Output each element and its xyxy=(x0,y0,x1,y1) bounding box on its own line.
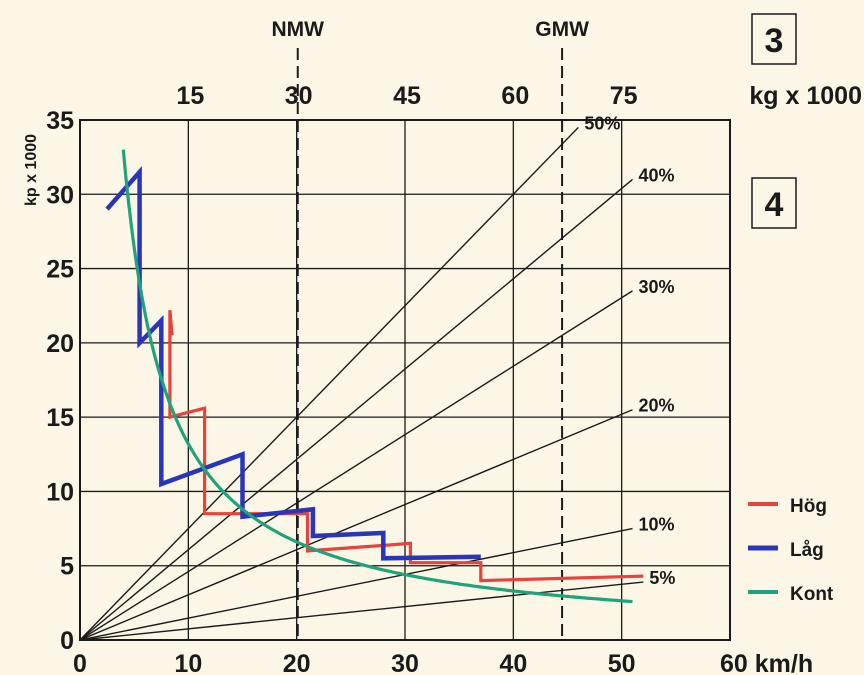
badge-4-label: 4 xyxy=(765,186,784,224)
legend-label-lag: Låg xyxy=(790,540,824,561)
y-axis-title: kp x 1000 xyxy=(23,134,40,206)
grade-line-label: 10% xyxy=(639,515,675,535)
y-tick-label: 20 xyxy=(46,330,74,358)
top-axis-tick-label: 75 xyxy=(610,82,638,110)
grade-line xyxy=(79,178,633,641)
series-line-kont xyxy=(121,149,633,604)
badge-4: 4 xyxy=(751,177,797,229)
grade-line-label: 20% xyxy=(639,396,675,416)
x-tick-label: 30 xyxy=(391,650,419,675)
y-tick-label: 0 xyxy=(60,627,74,655)
top-axis-tick-label: 60 xyxy=(501,82,529,110)
legend: Hög Låg Kont xyxy=(748,496,834,605)
grade-line xyxy=(79,290,633,641)
grade-line xyxy=(79,527,633,641)
x-tick-label: 50 xyxy=(608,650,636,675)
tick-labels: 0 10 20 30 40 50 60 km/h 0 5 10 15 20 25 30 35 15 30 45 60… xyxy=(46,82,862,675)
x-tick-label: 0 xyxy=(73,650,87,675)
grade-line xyxy=(79,581,644,641)
grade-line-label: 30% xyxy=(639,277,675,297)
y-tick-label: 35 xyxy=(46,107,74,135)
badge-3: 3 xyxy=(751,13,797,65)
grade-line-label: 5% xyxy=(649,568,675,588)
series-layer xyxy=(105,149,644,604)
badge-3-label: 3 xyxy=(765,22,784,60)
grade-line xyxy=(79,409,633,641)
y-tick-label: 15 xyxy=(46,404,74,432)
y-tick-label: 30 xyxy=(46,181,74,209)
y-tick-label: 25 xyxy=(46,256,74,284)
y-tick-label: 5 xyxy=(60,553,74,581)
plot-frame xyxy=(79,119,731,641)
grade-line xyxy=(79,126,579,641)
legend-label-hog: Hög xyxy=(790,496,827,517)
x-tick-label: 40 xyxy=(499,650,527,675)
grade-line-label: 40% xyxy=(639,165,675,185)
legend-label-kont: Kont xyxy=(790,584,834,605)
marker-label-nmw: NMW xyxy=(272,18,325,41)
grade-lines: 50% 40% 30% 20% 10% 5% xyxy=(79,113,675,641)
grade-line-label: 50% xyxy=(584,113,620,133)
top-axis-tick-label: 15 xyxy=(176,82,204,110)
x-tick-label: 10 xyxy=(174,650,202,675)
x-tick-label: 60 km/h xyxy=(720,650,813,675)
x-tick-label: 20 xyxy=(283,650,311,675)
chart-grid xyxy=(80,120,730,640)
top-axis-tick-label: 45 xyxy=(393,82,421,110)
top-axis-unit-label: kg x 1000 xyxy=(749,82,862,110)
y-tick-label: 10 xyxy=(46,478,74,506)
top-axis-tick-label: 30 xyxy=(285,82,313,110)
series-line-lag xyxy=(105,166,481,561)
series-clip xyxy=(105,149,644,604)
marker-label-gmw: GMW xyxy=(535,18,589,41)
